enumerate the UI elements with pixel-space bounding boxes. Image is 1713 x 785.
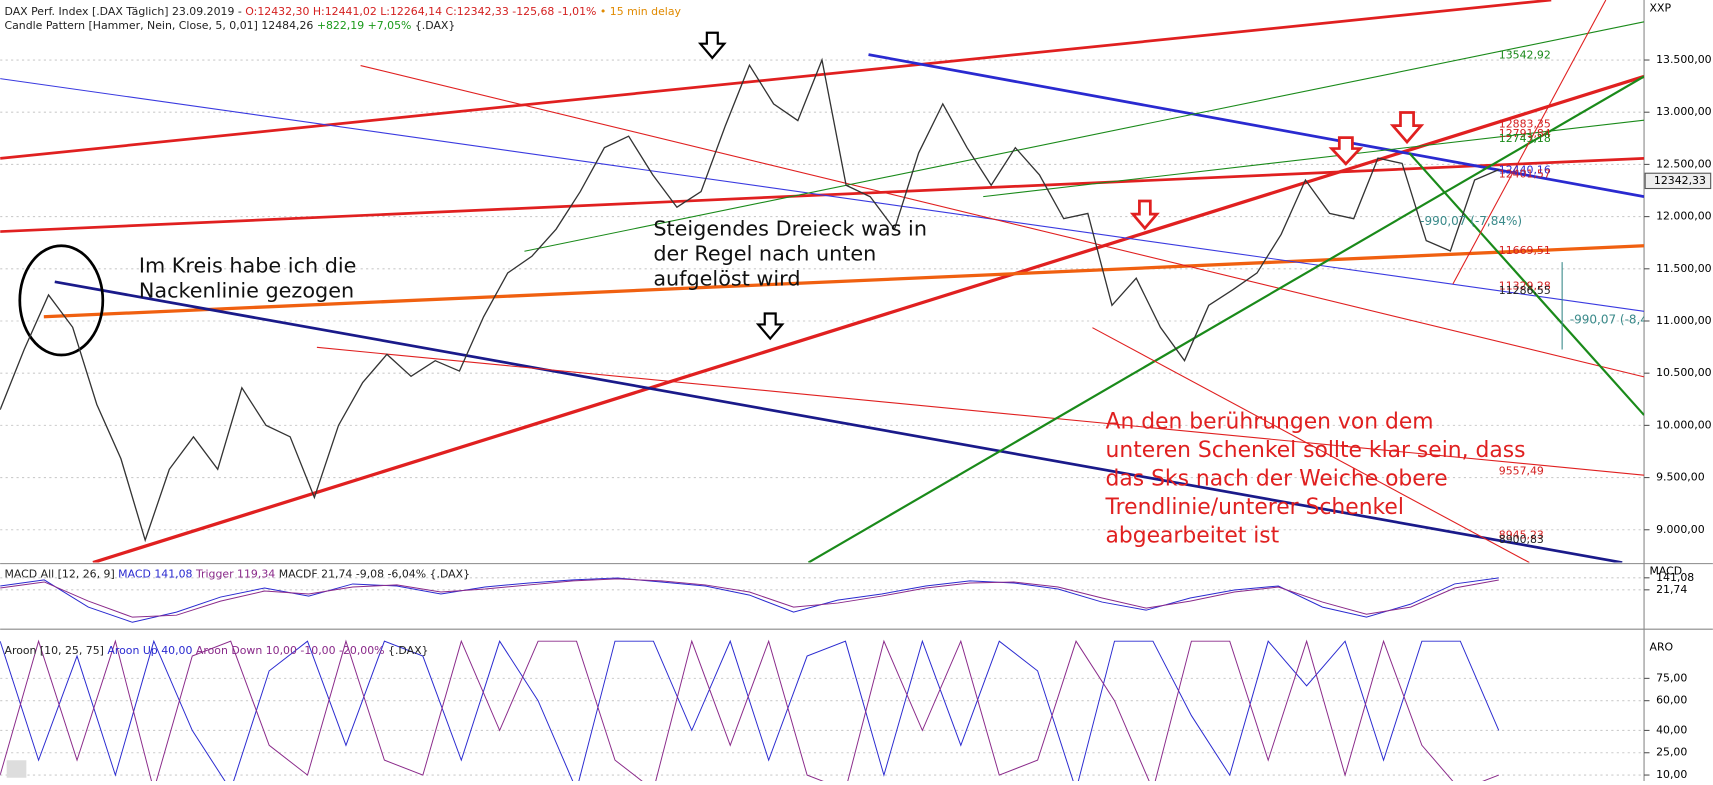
annotation: aufgelöst wird [653, 267, 800, 291]
y-tick-label: 60,00 [1656, 694, 1687, 707]
price-label: 13542,92 [1499, 49, 1551, 62]
header-part: {.DAX} [388, 644, 428, 657]
price-label: 12883,35 [1499, 117, 1551, 130]
header-part: Trigger 119,34 [195, 568, 279, 581]
y-tick-label: 21,74 [1656, 583, 1687, 596]
y-tick-label: 10.000,00 [1656, 418, 1712, 431]
y-tick-label: 13.500,00 [1656, 53, 1712, 66]
y-tick-label: 10,00 [1656, 768, 1687, 781]
annotation: abgearbeitet ist [1106, 523, 1280, 548]
header-part: DAX Perf. Index [.DAX Täglich] 23.09.201… [5, 5, 246, 18]
annotation: -990,07 (-7,84%) [1420, 214, 1522, 228]
annotation: das Sks nach der Weiche obere [1106, 467, 1448, 492]
axis-title: ARO [1650, 641, 1674, 654]
panel-title: Aroon [10, 25, 75] Aroon Up 40,00 Aroon … [5, 644, 429, 657]
trendlines [0, 0, 1645, 563]
header-part: Aroon Down 10,00 -10,00 -20,00% [196, 644, 388, 657]
annotation: Im Kreis habe ich die [139, 254, 357, 278]
y-tick-label: 11.500,00 [1656, 262, 1712, 275]
price-label: 12440,16 [1499, 164, 1551, 177]
price-label: 11286,55 [1499, 284, 1551, 297]
y-tick-label: 13.000,00 [1656, 105, 1712, 118]
y-tick-label: 12.500,00 [1656, 157, 1712, 170]
line-series [0, 57, 1500, 543]
y-tick-label: 9.000,00 [1656, 523, 1705, 536]
annotation: der Regel nach unten [653, 242, 876, 266]
header-part: {.DAX} [411, 19, 455, 32]
header-part: O:12432,30 H:12441,02 L:12264,14 C:12342… [245, 5, 596, 18]
line-series [0, 577, 1499, 623]
header-part: Candle Pattern [Hammer, Nein, Close, 5, … [5, 19, 317, 32]
header-part: MACD All [12, 26, 9] [5, 568, 119, 581]
price-label: 8945,23 [1499, 528, 1544, 541]
header-part: MACD 141,08 [118, 568, 196, 581]
price-label: 12743,18 [1499, 132, 1551, 145]
y-tick-label: 11.000,00 [1656, 314, 1712, 327]
axis-title: XXP [1650, 2, 1672, 15]
line-series [0, 639, 1500, 781]
axis-title: MACD [1650, 564, 1683, 577]
y-tick-label: 25,00 [1656, 746, 1687, 759]
y-tick-label: 9.500,00 [1656, 471, 1705, 484]
logo [6, 760, 27, 778]
price-label: 9557,49 [1499, 465, 1544, 478]
header-part: MACDF 21,74 -9,08 -6,04% {.DAX} [279, 568, 470, 581]
header-part: Aroon [10, 25, 75] [5, 644, 108, 657]
header-line-2: Candle Pattern [Hammer, Nein, Close, 5, … [5, 19, 456, 32]
y-tick-label: 75,00 [1656, 671, 1687, 684]
header-line-1: DAX Perf. Index [.DAX Täglich] 23.09.201… [5, 5, 682, 18]
header-part: +822,19 +7,05% [317, 19, 412, 32]
price-label: 11669,51 [1499, 244, 1551, 257]
annotation: -990,07 (-8,47%) [1570, 313, 1672, 327]
last-price-box [1644, 172, 1712, 190]
y-tick-label: 141,08 [1656, 571, 1694, 584]
header-part: Aroon Up 40,00 [107, 644, 196, 657]
annotation: Trendlinie/unterer Schenkel [1105, 495, 1404, 520]
price-label: 12401,57 [1499, 168, 1551, 181]
annotation: Nackenlinie gezogen [139, 279, 354, 303]
annotation: An den berührungen von dem [1106, 410, 1434, 435]
y-tick-label: 40,00 [1656, 723, 1687, 736]
last-price: 12342,33 [1654, 174, 1706, 187]
header-part: • 15 min delay [596, 5, 681, 18]
panel-title: MACD All [12, 26, 9] MACD 141,08 Trigger… [5, 568, 471, 581]
annotation: Steigendes Dreieck was in [653, 216, 927, 240]
price-label: 11329,28 [1499, 280, 1551, 293]
y-tick-label: 10.500,00 [1656, 366, 1712, 379]
price-label: 12791,84 [1499, 127, 1551, 140]
y-tick-label: 12.000,00 [1656, 210, 1712, 223]
line-series [0, 578, 1499, 618]
annotation: unteren Schenkel sollte klar sein, dass [1106, 438, 1526, 463]
price-label: 8900,83 [1499, 533, 1544, 546]
line-series [0, 639, 1499, 781]
